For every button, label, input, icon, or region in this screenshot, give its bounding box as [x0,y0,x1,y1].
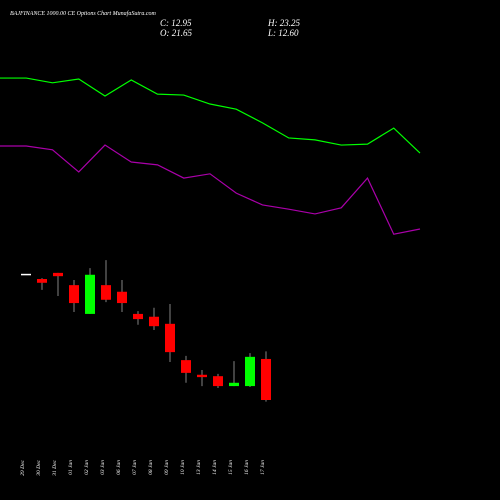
x-tick-label: 03 Jan [100,460,106,475]
indicator-line [0,144,421,235]
candle-body [229,382,239,387]
x-tick-label: 31 Dec [52,459,58,476]
candle-body [21,273,31,276]
candle-body [261,358,271,400]
x-tick-label: 15 Jan [228,460,234,475]
candle-body [181,360,191,373]
candle-body [69,285,79,304]
x-tick-label: 10 Jan [180,460,186,475]
x-tick-label: 01 Jan [68,460,74,475]
candle-body [37,279,47,283]
candle-body [101,285,111,300]
x-tick-label: 29 Dec [20,459,26,475]
chart-title: BAJFINANCE 1000.00 CE Options Chart Muna… [10,10,156,17]
indicator-line [0,77,421,154]
low-label: L: 12.60 [267,28,299,38]
x-tick-label: 06 Jan [116,460,122,475]
open-label: O: 21.65 [160,28,192,38]
candle-body [165,323,175,353]
x-tick-label: 30 Dec [36,459,42,476]
x-tick-label: 08 Jan [148,460,154,475]
candle-body [117,291,127,304]
x-tick-label: 07 Jan [132,460,138,475]
candle-body [133,313,143,320]
close-label: C: 12.95 [160,18,192,28]
x-tick-label: 02 Jan [84,460,90,475]
candle-body [213,376,223,387]
candle-body [53,272,63,277]
x-tick-label: 13 Jan [196,460,202,475]
candle-body [245,356,255,387]
candle-body [149,316,159,327]
x-tick-label: 17 Jan [260,460,266,475]
x-tick-label: 16 Jan [244,460,250,475]
x-tick-label: 14 Jan [211,460,218,475]
high-label: H: 23.25 [267,18,300,28]
candle-body [85,274,95,314]
candle-body [197,374,207,378]
x-tick-label: 09 Jan [164,460,170,475]
